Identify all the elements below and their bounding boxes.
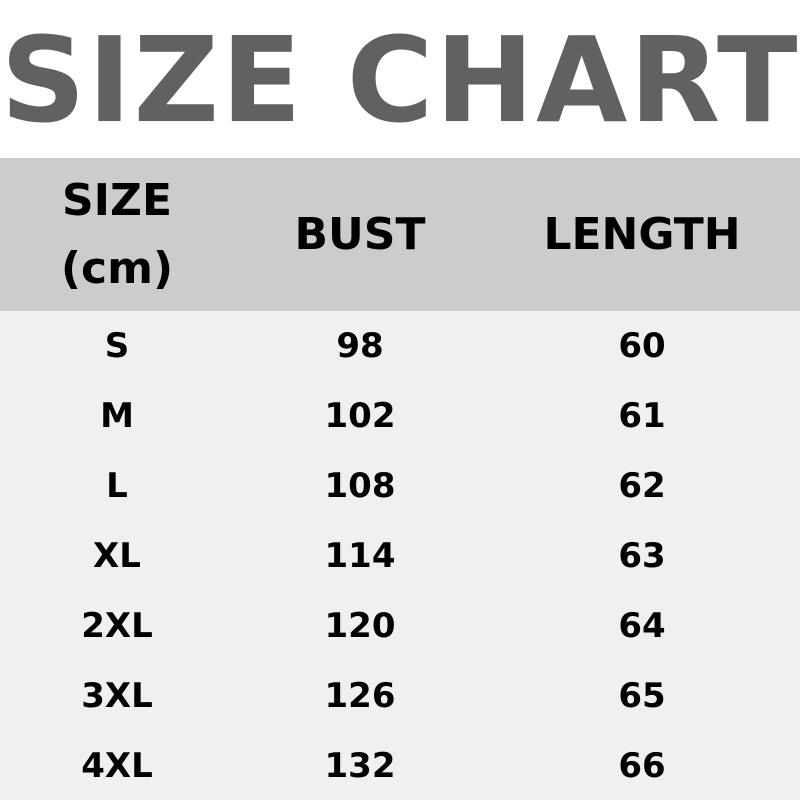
page-title: SIZE CHART bbox=[0, 11, 800, 149]
header-length: LENGTH bbox=[543, 209, 741, 260]
cell-size: XL bbox=[93, 536, 141, 576]
cell-size: 3XL bbox=[81, 676, 153, 716]
cell-bust: 120 bbox=[324, 606, 396, 646]
cell-bust: 108 bbox=[324, 466, 396, 506]
cell-size: 2XL bbox=[81, 606, 153, 646]
cell-bust: 98 bbox=[336, 326, 384, 366]
cell-bust: 102 bbox=[324, 396, 396, 436]
cell-length: 63 bbox=[618, 536, 666, 576]
table-body: S 98 60 M 102 61 L 108 62 XL 114 63 2XL 120 64 3XL 126 65… bbox=[0, 311, 800, 800]
header-bust: BUST bbox=[294, 209, 426, 260]
cell-length: 66 bbox=[618, 746, 666, 786]
header-size: SIZE bbox=[61, 175, 173, 226]
cell-length: 62 bbox=[618, 466, 666, 506]
cell-bust: 132 bbox=[324, 746, 396, 786]
cell-length: 61 bbox=[618, 396, 666, 436]
table-header: SIZE (cm) BUST LENGTH bbox=[0, 158, 800, 311]
cell-size: M bbox=[100, 396, 134, 436]
cell-size: S bbox=[104, 326, 130, 366]
cell-length: 65 bbox=[618, 676, 666, 716]
cell-size: L bbox=[106, 466, 128, 506]
cell-bust: 126 bbox=[324, 676, 396, 716]
cell-size: 4XL bbox=[81, 746, 153, 786]
cell-length: 64 bbox=[618, 606, 666, 646]
cell-length: 60 bbox=[618, 326, 666, 366]
cell-bust: 114 bbox=[324, 536, 396, 576]
header-size-unit: (cm) bbox=[60, 243, 174, 294]
